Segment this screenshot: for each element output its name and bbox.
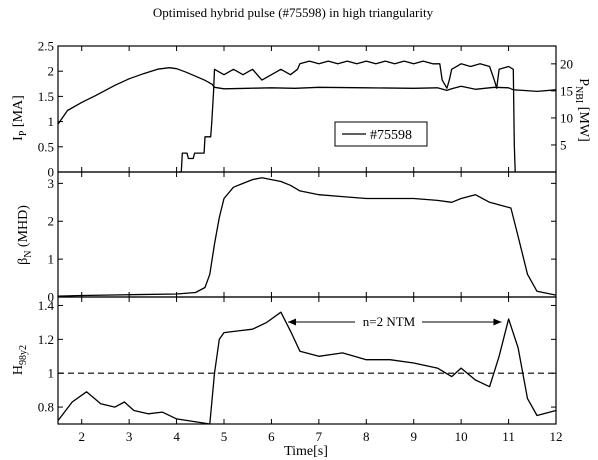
y-tick-label: 0.8	[38, 400, 54, 415]
plot-frame-top	[57, 45, 557, 173]
ylabel-top-right: PNBI [MW]	[573, 78, 591, 142]
plot-frame-middle	[57, 171, 557, 298]
series-line-middle	[57, 177, 557, 297]
ylabel-bottom: H98y2	[11, 345, 29, 375]
y-tick-label: 1.4	[38, 298, 55, 313]
panel-bottom: H98y2	[11, 345, 29, 375]
x-tick-label: 5	[221, 429, 228, 444]
x-tick-label: 9	[410, 429, 417, 444]
y-right-tick-label: 20	[560, 56, 573, 71]
y-right-tick-label: 15	[560, 83, 573, 98]
y-tick-label: 3	[48, 176, 55, 191]
panel-middle: βN (MHD)	[16, 205, 34, 265]
legend-label: #75598	[370, 128, 412, 143]
y-tick-label: 0	[48, 165, 55, 180]
ylabel-top: IP [MA]	[11, 95, 29, 141]
y-tick-label: 2.5	[38, 39, 54, 54]
x-tick-label: 11	[502, 429, 515, 444]
y-tick-label: 2	[48, 64, 55, 79]
x-tick-label: 2	[78, 429, 85, 444]
y-tick-label: 1.2	[38, 332, 54, 347]
annotation-label: n=2 NTM	[363, 314, 416, 329]
y-right-tick-label: 10	[560, 110, 573, 125]
x-tick-label: 12	[550, 429, 563, 444]
y-tick-label: 2	[48, 214, 55, 229]
y-tick-label: 0.5	[38, 139, 54, 154]
x-tick-label: 6	[268, 429, 275, 444]
y-tick-label: 1	[48, 252, 55, 267]
plot-frame-bottom	[57, 296, 557, 425]
annotation-arrowhead	[493, 318, 502, 326]
ylabel-middle: βN (MHD)	[16, 205, 34, 265]
y-tick-label: 1	[48, 366, 55, 381]
annotation-arrowhead	[288, 318, 297, 326]
x-tick-label: 4	[173, 429, 180, 444]
series-line-top-left	[57, 67, 557, 125]
x-tick-label: 10	[455, 429, 468, 444]
y-right-tick-label: 5	[560, 137, 567, 152]
x-axis-label: Time[s]	[284, 444, 328, 459]
series-line-bottom	[57, 311, 557, 425]
y-tick-label: 1.5	[38, 89, 54, 104]
chart-title: Optimised hybrid pulse (#75598) in high …	[153, 5, 434, 20]
x-tick-label: 8	[363, 429, 370, 444]
y-tick-label: 0	[48, 290, 55, 305]
x-tick-label: 7	[316, 429, 323, 444]
series-line-top-right	[178, 60, 516, 173]
y-tick-label: 1	[48, 114, 55, 129]
x-tick-label: 3	[126, 429, 133, 444]
